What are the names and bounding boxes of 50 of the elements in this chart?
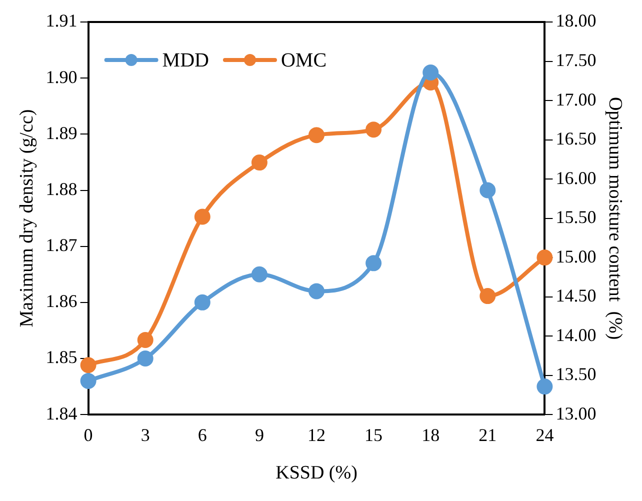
x-tick-label: 9 xyxy=(254,425,264,446)
y-tick-label: 1.86 xyxy=(46,291,78,312)
x-tick-label: 15 xyxy=(364,425,383,446)
point xyxy=(251,266,268,282)
y-tick-label: 1.90 xyxy=(46,66,78,87)
point xyxy=(80,372,96,389)
y-tick-label: 1.87 xyxy=(46,235,78,256)
y2-axis-title: Optimum moisture content (%) xyxy=(604,96,626,340)
y2-tick-label: 16.50 xyxy=(556,128,596,149)
y2-tick-label: 13.50 xyxy=(556,364,596,384)
point xyxy=(366,255,382,272)
point xyxy=(366,122,382,138)
point xyxy=(480,288,496,304)
point xyxy=(137,332,154,348)
y2-tick-label: 14.50 xyxy=(556,286,596,306)
point xyxy=(308,283,324,300)
point xyxy=(194,294,210,310)
y-tick-label: 1.85 xyxy=(46,347,78,368)
x-tick-label: 24 xyxy=(536,425,554,446)
point xyxy=(251,154,268,171)
y2-tick-label: 15.50 xyxy=(556,207,596,228)
y-tick-label: 1.89 xyxy=(46,122,78,143)
point xyxy=(137,350,154,367)
point xyxy=(422,64,439,80)
x-tick-label: 21 xyxy=(478,425,497,446)
legend-label: MDD xyxy=(162,49,209,72)
point xyxy=(194,208,210,225)
point xyxy=(80,357,96,374)
x-tick-label: 18 xyxy=(422,425,440,446)
y2-tick-label: 17.00 xyxy=(556,89,596,110)
y2-tick-label: 15.00 xyxy=(556,246,596,266)
x-tick-label: 3 xyxy=(140,425,150,446)
y-tick-label: 1.84 xyxy=(46,403,78,424)
y-tick-label: 1.88 xyxy=(46,178,78,199)
x-tick-label: 12 xyxy=(308,425,326,446)
y2-tick-label: 17.50 xyxy=(556,50,596,70)
y2-tick-label: 13.00 xyxy=(556,403,596,424)
y2-tick-label: 18.00 xyxy=(556,10,596,31)
point xyxy=(308,127,324,144)
y-axis-title: Maximum dry density (g/cc) xyxy=(16,109,38,328)
y2-tick-label: 16.00 xyxy=(556,168,596,188)
point xyxy=(536,378,553,395)
legend-label: OMC xyxy=(280,49,327,72)
x-axis-title: KSSD (%) xyxy=(276,462,358,484)
point xyxy=(536,250,553,266)
point xyxy=(480,182,496,198)
x-tick-label: 0 xyxy=(84,425,93,446)
x-tick-label: 6 xyxy=(198,425,207,446)
y-tick-label: 1.91 xyxy=(46,10,78,31)
y2-tick-label: 14.00 xyxy=(556,324,596,345)
